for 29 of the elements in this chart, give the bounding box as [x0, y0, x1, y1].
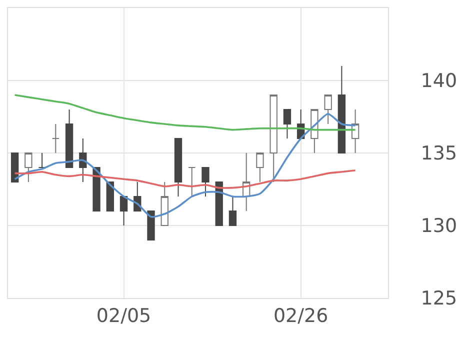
candlestick: [38, 152, 46, 168]
y-tick-label: 125: [420, 288, 458, 310]
candlestick: [10, 152, 19, 182]
y-tick-label: 140: [420, 70, 458, 92]
y-tick-label: 135: [420, 142, 458, 165]
candlestick: [52, 124, 60, 154]
candlestick: [120, 196, 128, 226]
candlestick: [351, 109, 360, 154]
candlestick: [256, 152, 264, 182]
candlestick: [338, 66, 346, 154]
candlestick: [65, 109, 74, 168]
line-series: [14, 170, 356, 189]
x-tick-label: 02/05: [96, 304, 152, 327]
candlestick: [228, 196, 237, 226]
candlestick: [24, 152, 32, 182]
candlestick: [188, 167, 196, 197]
y-tick-label: 130: [420, 215, 458, 238]
candlestick: [202, 167, 210, 197]
x-tick-label: 02/26: [273, 304, 328, 327]
candlestick: [92, 167, 100, 212]
line-series: [14, 112, 356, 218]
candlestick: [79, 138, 87, 182]
candlestick: [270, 94, 278, 182]
line-series: [14, 94, 356, 131]
candlestick: [147, 210, 155, 240]
candlestick: [283, 109, 292, 139]
candlestick: [174, 138, 182, 197]
candlestick: [324, 94, 332, 124]
candlestick: [160, 182, 168, 226]
